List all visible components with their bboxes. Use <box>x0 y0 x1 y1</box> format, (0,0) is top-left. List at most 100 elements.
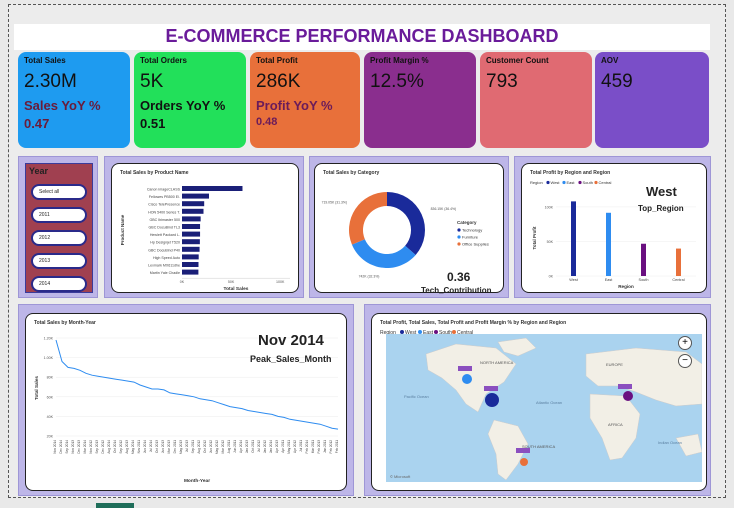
product-chart-title: Total Sales by Product Name <box>120 170 189 176</box>
kpi-value: 2.30M <box>24 71 77 92</box>
map-title: Total Profit, Total Sales, Total Profit … <box>380 320 567 326</box>
region-legend-item: South <box>583 180 593 185</box>
map-bubble-central[interactable] <box>520 458 528 466</box>
map-legend-south: South <box>439 330 452 336</box>
region-legend-item: West <box>551 180 561 185</box>
map-footer: © Microsoft <box>390 474 411 479</box>
monthly-x-tick: Feb 2012 <box>329 440 333 454</box>
monthly-x-tick: Sep 2012 <box>119 440 123 454</box>
monthly-x-tick: Aug 2011 <box>227 440 231 454</box>
category-chart-title: Total Sales by Category <box>323 170 380 176</box>
category-legend-dot <box>457 242 461 246</box>
slicer-option-2011[interactable]: 2011 <box>31 207 87 223</box>
product-bar <box>182 231 201 237</box>
monthly-x-tick: Aug 2014 <box>107 440 111 454</box>
region-chart-card[interactable]: Total Profit by Region and Region Region… <box>521 163 707 293</box>
kpi-sub-value: 0.51 <box>140 116 166 131</box>
kpi-sub-value: 0.47 <box>24 116 50 131</box>
peak-month-label: Peak_Sales_Month <box>250 354 332 364</box>
product-bar <box>182 208 204 214</box>
greenland-shape <box>497 337 537 357</box>
category-data-label: 742K (32.3%) <box>359 274 380 278</box>
map-bubble-east[interactable] <box>485 393 499 407</box>
kpi-label: Total Orders <box>140 56 187 65</box>
kpi-sub-label: Orders YoY % <box>140 98 226 113</box>
slicer-option-select-all[interactable]: Select all <box>31 184 87 200</box>
category-data-label: 836.15K (36.4%) <box>431 207 456 211</box>
region-bar <box>571 201 576 276</box>
monthly-y-tick: 80K <box>47 376 54 380</box>
kpi-aov[interactable]: AOV 459 <box>595 52 709 148</box>
monthly-x-tick: Jul 2011 <box>299 440 303 452</box>
kpi-total-profit[interactable]: Total Profit 286K Profit YoY % 0.48 <box>250 52 360 148</box>
map-panel: Total Profit, Total Sales, Total Profit … <box>364 304 711 496</box>
monthly-chart-card[interactable]: Total Sales by Month-Year 20K 40K 60K 80K 1.… <box>25 313 347 491</box>
product-chart-card[interactable]: Total Sales by Product Name Canon imageC… <box>111 163 299 293</box>
top-region-label: Top_Region <box>638 204 684 213</box>
monthly-chart-panel: Total Sales by Month-Year 20K 40K 60K 80K 1.… <box>18 304 354 496</box>
monthly-x-tick: Apr 2011 <box>281 440 285 453</box>
product-tick-label: Lexmark MX611dhe <box>148 264 180 268</box>
kpi-profit-margin[interactable]: Profit Margin % 12.5% <box>364 52 476 148</box>
category-legend-item: Office Supplies <box>462 242 489 247</box>
product-tick-label: Cisco TelePresence <box>148 203 180 207</box>
map-tag-west <box>458 366 472 371</box>
region-y-tick: 100K <box>545 205 554 209</box>
kpi-customer-count[interactable]: Customer Count 793 <box>480 52 592 148</box>
label-atlantic: Atlantic Ocean <box>536 400 562 405</box>
category-slice <box>351 239 416 268</box>
slicer-option-2012[interactable]: 2012 <box>31 230 87 246</box>
year-slicer: Year Select all 2011 2012 2013 2014 <box>25 163 93 293</box>
page-tab[interactable] <box>96 503 134 508</box>
kpi-total-orders[interactable]: Total Orders 5K Orders YoY % 0.51 <box>134 52 246 148</box>
category-slice <box>349 192 387 245</box>
map-canvas[interactable]: NORTH AMERICA EUROPE AFRICA SOUTH AMERIC… <box>386 334 702 482</box>
monthly-x-tick: Jun 2012 <box>209 440 213 453</box>
map-legend-central: Central <box>457 330 473 336</box>
monthly-x-tick: Feb 2013 <box>317 440 321 454</box>
monthly-line <box>55 339 339 430</box>
map-legend-west: West <box>405 330 417 336</box>
monthly-x-tick: Aug 2013 <box>125 440 129 454</box>
zoom-out-button[interactable]: − <box>678 354 692 368</box>
monthly-x-tick: Jun 2014 <box>143 440 147 453</box>
south-america-shape <box>487 419 529 481</box>
region-x-label: Region <box>618 284 634 289</box>
map-card[interactable]: Total Profit, Total Sales, Total Profit … <box>371 313 707 491</box>
monthly-x-tick: Jul 2013 <box>185 440 189 452</box>
kpi-label: AOV <box>601 56 619 65</box>
slicer-option-2014[interactable]: 2014 <box>31 276 87 292</box>
map-bubble-west[interactable] <box>462 374 472 384</box>
region-chart-panel: Total Profit by Region and Region Region… <box>514 156 711 298</box>
slicer-option-2013[interactable]: 2013 <box>31 253 87 269</box>
kpi-sub-label: Profit YoY % <box>256 98 333 113</box>
region-y-tick: 50K <box>547 240 554 244</box>
monthly-x-tick: Dec 2012 <box>101 440 105 454</box>
region-y-label: Total Profit <box>532 226 537 249</box>
monthly-x-tick: Oct 2011 <box>251 440 255 453</box>
kpi-value: 459 <box>601 71 633 92</box>
monthly-x-tick: Mar 2014 <box>83 440 87 454</box>
product-x-tick: 0K <box>180 280 185 284</box>
kpi-total-sales[interactable]: Total Sales 2.30M Sales YoY % 0.47 <box>18 52 130 148</box>
monthly-x-tick: May 2012 <box>215 440 219 454</box>
region-x-tick: West <box>569 278 579 282</box>
monthly-x-tick: Dec 2014 <box>59 440 63 454</box>
monthly-y-tick: 1.20K <box>44 337 54 341</box>
product-bar <box>182 186 243 191</box>
monthly-x-tick: Nov 2011 <box>137 440 141 454</box>
monthly-x-tick: Jan 2011 <box>323 440 327 453</box>
product-tick-label: GBC DocuBind TL3 <box>149 226 181 230</box>
monthly-x-tick: Jul 2012 <box>257 440 261 452</box>
region-x-tick: East <box>605 278 614 282</box>
monthly-x-tick: Oct 2012 <box>203 440 207 453</box>
zoom-in-button[interactable]: + <box>678 336 692 350</box>
category-legend-item: Technology <box>462 228 482 233</box>
map-bubble-south[interactable] <box>623 391 633 401</box>
top-region-value: West <box>646 184 677 199</box>
category-chart-card[interactable]: Total Sales by Category 836.15K (36.4%) 7… <box>314 163 504 295</box>
monthly-x-tick: Mar 2013 <box>167 440 171 454</box>
kpi-label: Total Profit <box>256 56 298 65</box>
kpi-value: 5K <box>140 71 164 92</box>
